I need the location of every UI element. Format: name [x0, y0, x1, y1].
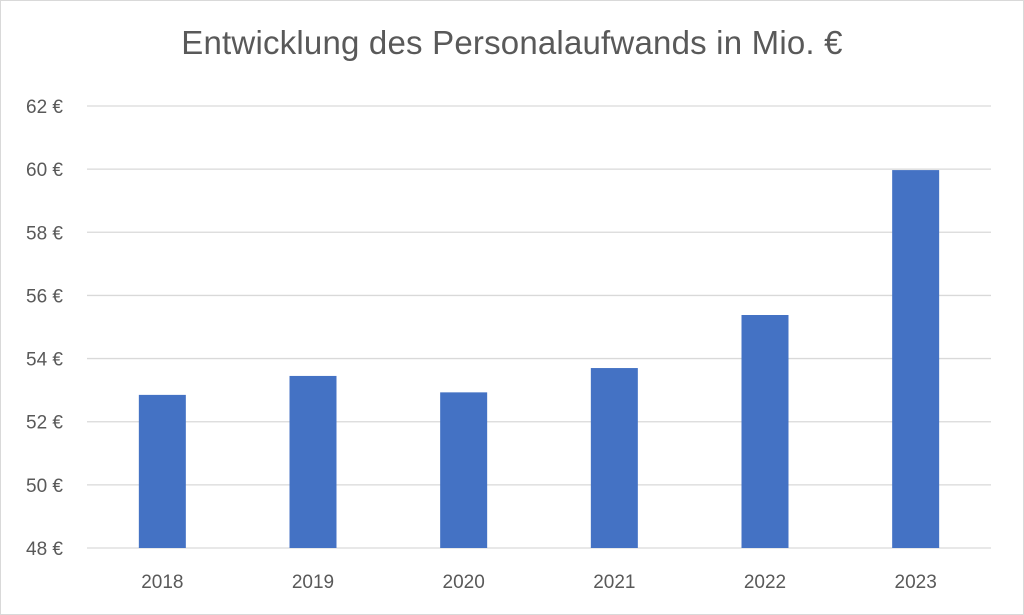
x-tick-label: 2023	[895, 572, 937, 593]
bar-2019	[289, 375, 337, 548]
y-tick-label: 48 €	[26, 539, 63, 560]
bar-2020	[440, 392, 488, 548]
x-tick-label: 2022	[744, 572, 786, 593]
y-tick-label: 52 €	[26, 413, 63, 434]
x-tick-label: 2018	[141, 572, 183, 593]
y-tick-label: 60 €	[26, 160, 63, 181]
y-tick-label: 58 €	[26, 223, 63, 244]
x-tick-label: 2021	[593, 572, 635, 593]
bar-2023	[892, 170, 940, 548]
bar-2022	[741, 315, 789, 548]
y-tick-label: 54 €	[26, 350, 63, 371]
bar-2021	[590, 368, 638, 548]
chart-title: Entwicklung des Personalaufwands in Mio.…	[181, 24, 843, 61]
y-tick-label: 50 €	[26, 476, 63, 497]
x-tick-label: 2020	[443, 572, 485, 593]
y-tick-label: 56 €	[26, 286, 63, 307]
y-tick-label: 62 €	[26, 97, 63, 118]
x-tick-label: 2019	[292, 572, 334, 593]
bar-2018	[138, 394, 186, 548]
